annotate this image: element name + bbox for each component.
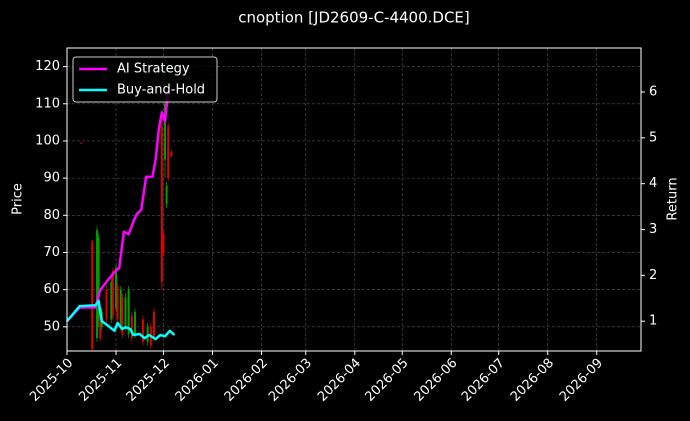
y-tick-label: 90 bbox=[43, 171, 60, 186]
candle-body bbox=[80, 142, 83, 144]
candle-body bbox=[124, 297, 127, 327]
candle-body bbox=[105, 289, 108, 320]
y2-tick-label: 1 bbox=[649, 314, 657, 329]
y2-axis-label: Return bbox=[666, 177, 681, 220]
candle-body bbox=[164, 103, 167, 160]
candle-body bbox=[116, 285, 119, 320]
y-axis-label: Price bbox=[11, 183, 26, 215]
candle-body bbox=[167, 126, 170, 179]
candle-body bbox=[133, 311, 136, 335]
candle-body bbox=[130, 315, 133, 338]
legend-label: Buy-and-Hold bbox=[117, 83, 205, 98]
candle-body bbox=[91, 241, 94, 350]
y2-tick-label: 3 bbox=[649, 222, 657, 237]
y2-tick-label: 5 bbox=[649, 130, 657, 145]
candle-body bbox=[146, 326, 149, 342]
legend-box bbox=[72, 56, 218, 103]
candle-body bbox=[97, 237, 100, 320]
candle-body bbox=[111, 271, 114, 316]
candle-body bbox=[141, 319, 144, 342]
y-tick-label: 80 bbox=[43, 208, 60, 223]
y-tick-label: 70 bbox=[43, 245, 60, 260]
candle-body bbox=[119, 289, 122, 327]
candle-body bbox=[170, 152, 173, 156]
candle-body bbox=[99, 308, 102, 338]
chart-title: cnoption [JD2609-C-4400.DCE] bbox=[238, 9, 470, 27]
candle-body bbox=[165, 185, 168, 205]
candle-body bbox=[121, 297, 124, 335]
line-series bbox=[66, 299, 176, 341]
line-series bbox=[66, 90, 170, 323]
candle-body bbox=[96, 230, 99, 338]
plot-frame bbox=[66, 47, 642, 352]
candle-body bbox=[160, 126, 163, 283]
y-tick-label: 50 bbox=[43, 319, 60, 334]
legend: AI Strategy Buy-and-Hold bbox=[72, 56, 218, 103]
candle-body bbox=[115, 267, 118, 309]
y2-tick-label: 2 bbox=[649, 268, 657, 283]
y2-tick-label: 6 bbox=[649, 85, 657, 100]
y-tick-label: 100 bbox=[35, 133, 60, 148]
y-tick-label: 110 bbox=[35, 96, 60, 111]
legend-label: AI Strategy bbox=[117, 62, 190, 77]
candle-body bbox=[152, 311, 155, 338]
y2-tick-label: 4 bbox=[649, 176, 657, 191]
y-tick-label: 120 bbox=[35, 59, 60, 74]
candle-body bbox=[127, 289, 130, 335]
candle-body bbox=[110, 282, 113, 320]
y-tick-label: 60 bbox=[43, 282, 60, 297]
candle-body bbox=[162, 233, 165, 253]
